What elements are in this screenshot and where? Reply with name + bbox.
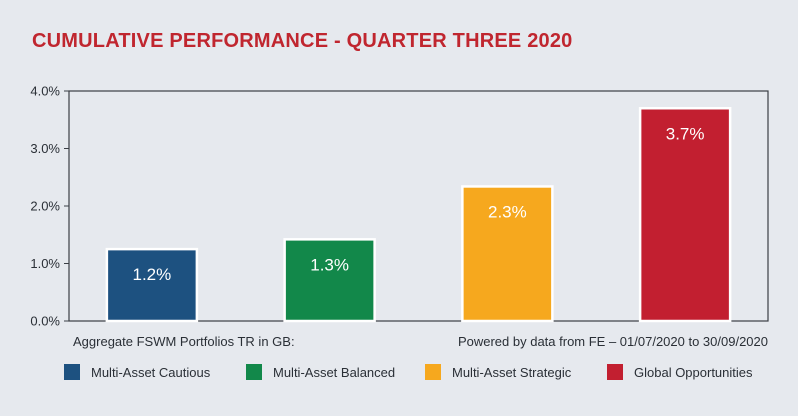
legend-label-balanced: Multi-Asset Balanced [273,364,396,380]
y-tick-label: 4.0% [30,84,60,99]
bar [283,238,376,323]
legend-item-strategic: Multi-Asset Strategic [425,364,571,380]
bar-chart: 0.0% 1.0% 2.0% 3.0% 4.0% 1.2% 1.3% 2.3% 3.7% [30,84,769,329]
bar [105,247,199,323]
y-tick-label: 3.0% [30,141,60,156]
bar [461,185,554,323]
legend-swatch-strategic [425,364,441,380]
source-note: Powered by data from FE – 01/07/2020 to … [457,334,768,349]
legend-item-cautious: Multi-Asset Cautious [64,364,210,380]
data-label: 2.3% [488,202,527,221]
chart-title: CUMULATIVE PERFORMANCE - QUARTER THREE 2… [32,30,573,52]
legend-swatch-cautious [64,364,80,380]
aggregate-note: Aggregate FSWM Portfolios TR in GB: [73,334,295,349]
legend-item-balanced: Multi-Asset Balanced [246,364,395,380]
y-tick-label: 1.0% [30,256,60,271]
legend: Multi-Asset Cautious Multi-Asset Balance… [0,364,798,384]
y-tick-label: 2.0% [30,199,60,214]
data-label: 3.7% [666,124,705,143]
legend-swatch-global [607,364,623,380]
legend-label-cautious: Multi-Asset Cautious [91,364,211,380]
legend-label-strategic: Multi-Asset Strategic [452,364,572,380]
legend-swatch-balanced [246,364,262,380]
legend-item-global: Global Opportunities [607,364,753,380]
bar [638,107,732,323]
data-label: 1.3% [310,255,349,274]
legend-label-global: Global Opportunities [634,364,753,380]
data-label: 1.2% [133,265,172,284]
y-tick-label: 0.0% [30,314,60,329]
